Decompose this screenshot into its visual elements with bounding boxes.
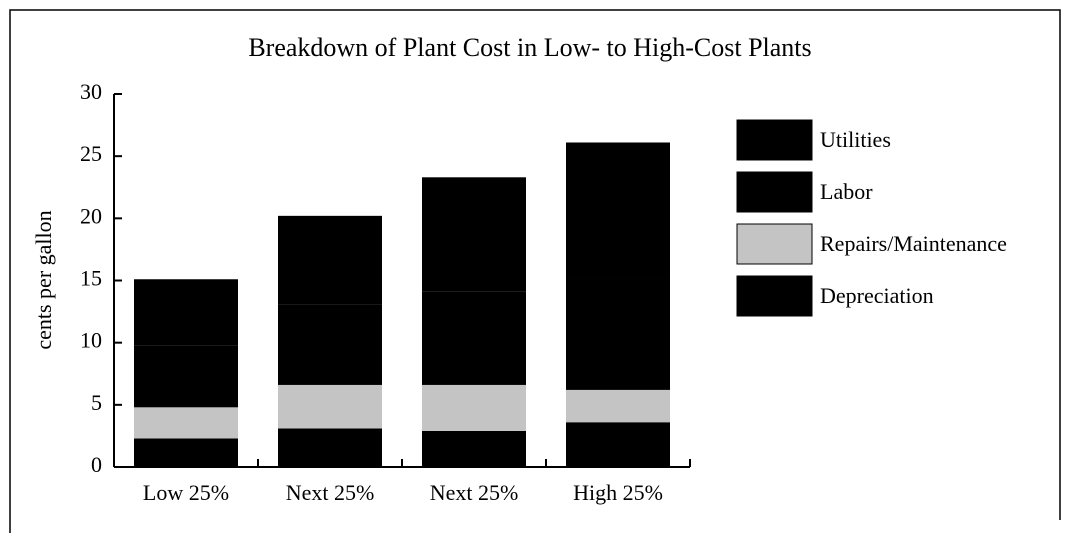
bar-segment	[566, 278, 670, 390]
bar-segment	[134, 407, 238, 439]
bar-segment	[134, 279, 238, 346]
y-tick-label: 25	[80, 141, 102, 166]
y-tick-label: 20	[80, 203, 102, 228]
y-tick-label: 30	[80, 79, 102, 104]
legend-label: Depreciation	[820, 283, 934, 308]
chart-title: Breakdown of Plant Cost in Low- to High-…	[248, 33, 811, 62]
legend-swatch	[736, 171, 813, 213]
y-tick-label: 15	[80, 266, 102, 291]
y-tick-label: 5	[91, 390, 102, 415]
bar-segment	[278, 304, 382, 385]
legend-swatch	[736, 275, 813, 317]
y-axis-label: cents per gallon	[31, 210, 56, 349]
x-tick-label: High 25%	[573, 480, 663, 505]
x-tick-label: Next 25%	[286, 480, 375, 505]
legend-label: Utilities	[820, 127, 891, 152]
legend-swatch	[736, 223, 813, 265]
bar-segment	[134, 438, 238, 467]
bar-segment	[134, 345, 238, 408]
y-tick-label: 10	[80, 328, 102, 353]
legend-label: Repairs/Maintenance	[820, 231, 1007, 256]
bar-segment	[566, 422, 670, 467]
bar-segment	[422, 291, 526, 385]
x-tick-label: Low 25%	[143, 480, 229, 505]
bar-segment	[278, 384, 382, 429]
y-tick-label: 0	[91, 452, 102, 477]
bar-segment	[422, 177, 526, 292]
legend-swatch	[736, 119, 813, 161]
bar-segment	[566, 142, 670, 279]
legend-label: Labor	[820, 179, 873, 204]
bar-segment	[278, 428, 382, 467]
bar-segment	[566, 389, 670, 423]
x-tick-label: Next 25%	[430, 480, 519, 505]
bar-segment	[422, 384, 526, 431]
bar-segment	[422, 430, 526, 467]
bar-segment	[278, 215, 382, 305]
frame	[9, 9, 1061, 533]
